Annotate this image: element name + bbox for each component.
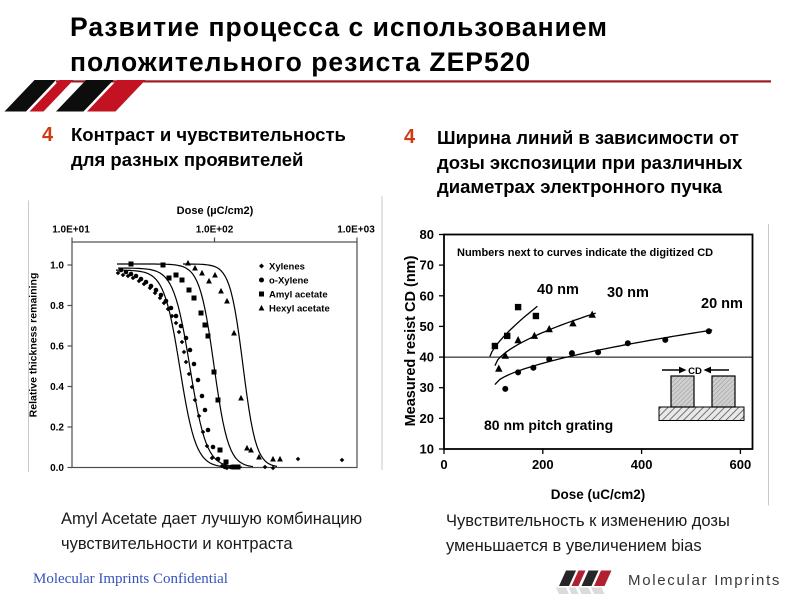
svg-text:0.6: 0.6 bbox=[50, 342, 64, 353]
svg-text:0.8: 0.8 bbox=[50, 301, 64, 312]
svg-text:CD: CD bbox=[688, 366, 702, 377]
svg-text:20 nm: 20 nm bbox=[701, 296, 743, 312]
svg-text:60: 60 bbox=[420, 288, 434, 303]
svg-text:Amyl acetate: Amyl acetate bbox=[269, 290, 328, 301]
svg-text:Xylenes: Xylenes bbox=[269, 262, 305, 273]
svg-text:40: 40 bbox=[420, 350, 434, 365]
svg-text:o-Xylene: o-Xylene bbox=[269, 276, 309, 287]
svg-text:20: 20 bbox=[420, 411, 434, 426]
svg-text:0.2: 0.2 bbox=[50, 423, 64, 434]
svg-text:1.0E+01: 1.0E+01 bbox=[52, 225, 90, 236]
svg-text:80 nm pitch grating: 80 nm pitch grating bbox=[484, 417, 613, 433]
svg-text:80: 80 bbox=[420, 227, 434, 242]
svg-text:40 nm: 40 nm bbox=[537, 282, 579, 298]
svg-text:400: 400 bbox=[631, 457, 653, 472]
svg-text:1.0E+02: 1.0E+02 bbox=[196, 225, 234, 236]
svg-text:Hexyl acetate: Hexyl acetate bbox=[269, 304, 330, 315]
svg-text:Numbers next to curves indicat: Numbers next to curves indicate the digi… bbox=[457, 247, 713, 259]
svg-text:30: 30 bbox=[420, 380, 434, 395]
svg-text:1.0: 1.0 bbox=[50, 261, 64, 272]
svg-text:50: 50 bbox=[420, 319, 434, 334]
svg-text:0: 0 bbox=[440, 457, 447, 472]
svg-text:Dose (µC/cm2): Dose (µC/cm2) bbox=[177, 205, 254, 217]
svg-text:10: 10 bbox=[420, 442, 434, 457]
svg-text:Relative thickness remaining: Relative thickness remaining bbox=[28, 273, 40, 418]
svg-text:70: 70 bbox=[420, 258, 434, 273]
svg-text:600: 600 bbox=[730, 457, 752, 472]
svg-text:1.0E+03: 1.0E+03 bbox=[337, 225, 375, 236]
svg-text:200: 200 bbox=[532, 457, 554, 472]
svg-text:30 nm: 30 nm bbox=[607, 285, 649, 301]
svg-text:0.4: 0.4 bbox=[50, 382, 64, 393]
svg-text:Measured resist CD (nm): Measured resist CD (nm) bbox=[403, 255, 419, 426]
svg-text:0.0: 0.0 bbox=[50, 463, 64, 474]
svg-text:Dose (uC/cm2): Dose (uC/cm2) bbox=[551, 487, 646, 502]
